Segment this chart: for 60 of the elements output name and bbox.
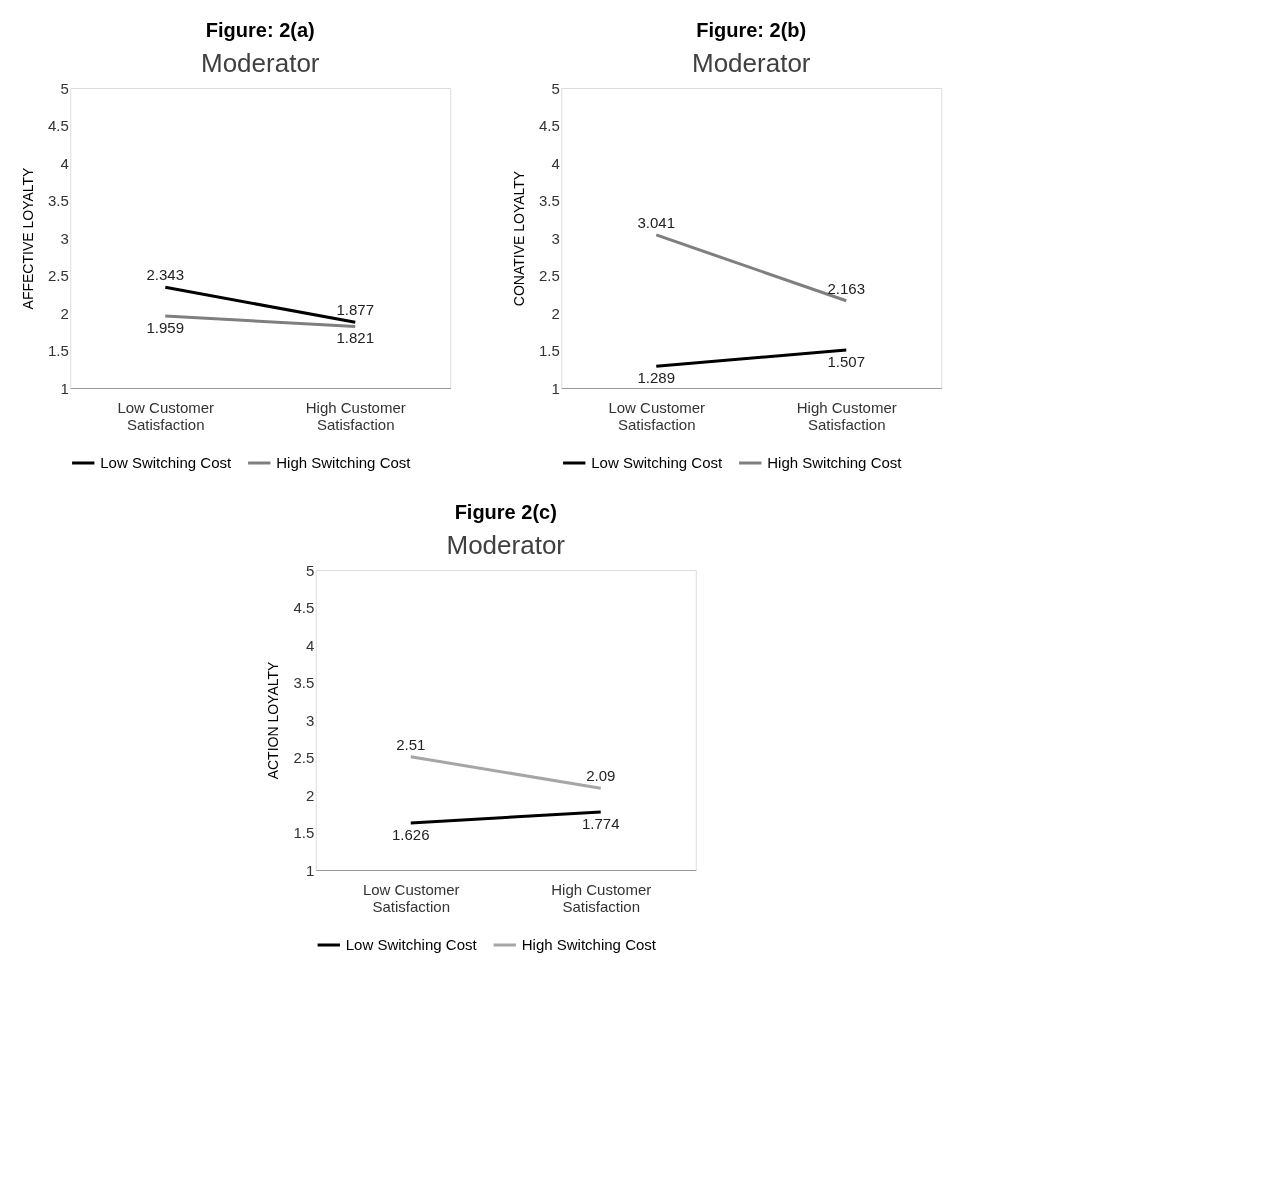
chart-title: Figure: 2(a) xyxy=(205,19,315,41)
y-tick-label: 2.5 xyxy=(538,267,560,284)
y-tick-label: 1.5 xyxy=(293,824,315,841)
data-label: 2.343 xyxy=(146,266,185,284)
y-tick-label: 3 xyxy=(305,711,315,729)
y-tick-label: 2 xyxy=(551,304,560,322)
y-tick-label: 1.5 xyxy=(47,342,69,359)
data-label: 1.774 xyxy=(581,814,620,832)
y-tick-label: 1 xyxy=(60,379,69,397)
chart-subtitle: Moderator xyxy=(446,530,566,560)
y-tick-label: 4 xyxy=(551,154,560,172)
x-tick-label: High Customer Satisfaction xyxy=(551,880,652,915)
x-tick-label: High Customer Satisfaction xyxy=(305,398,406,433)
y-tick-label: 1.5 xyxy=(538,342,560,359)
x-tick-label: High Customer Satisfaction xyxy=(796,398,897,433)
x-tick-label: Low Customer Satisfaction xyxy=(362,880,460,915)
y-tick-label: 5 xyxy=(305,561,315,579)
y-tick-label: 3 xyxy=(551,229,560,247)
y-tick-label: 1 xyxy=(551,379,560,397)
data-label: 2.163 xyxy=(827,279,866,297)
y-axis-title: AFFECTIVE LOYALTY xyxy=(19,166,36,310)
y-tick-label: 2.5 xyxy=(293,749,315,766)
legend-label: Low Switching Cost xyxy=(100,454,232,471)
y-tick-label: 4 xyxy=(305,636,315,654)
data-label: 1.289 xyxy=(637,369,676,387)
x-tick-label: Low Customer Satisfaction xyxy=(117,398,215,433)
data-label: 3.041 xyxy=(637,213,676,231)
data-label: 1.877 xyxy=(336,301,375,319)
y-tick-label: 5 xyxy=(60,79,69,97)
legend-label: Low Switching Cost xyxy=(591,454,723,471)
chart-title: Figure 2(c) xyxy=(454,501,557,523)
y-tick-label: 4.5 xyxy=(538,117,560,134)
y-tick-label: 3.5 xyxy=(47,192,69,209)
y-tick-label: 3.5 xyxy=(293,674,315,691)
legend-label: High Switching Cost xyxy=(521,936,657,953)
y-tick-label: 5 xyxy=(551,79,560,97)
x-tick-label: Low Customer Satisfaction xyxy=(608,398,706,433)
chart-subtitle: Moderator xyxy=(201,48,320,78)
y-tick-label: 1 xyxy=(305,861,315,879)
legend-label: Low Switching Cost xyxy=(345,936,478,953)
chart-title: Figure: 2(b) xyxy=(696,19,807,41)
y-tick-label: 2 xyxy=(305,786,315,804)
data-label: 1.626 xyxy=(391,826,430,844)
y-axis-title: CONATIVE LOYALTY xyxy=(510,170,527,307)
chart-subtitle: Moderator xyxy=(692,48,811,78)
y-axis-title: ACTION LOYALTY xyxy=(265,660,282,780)
y-tick-label: 3 xyxy=(60,229,69,247)
data-label: 2.51 xyxy=(396,735,426,753)
legend-label: High Switching Cost xyxy=(276,454,412,471)
y-tick-label: 4 xyxy=(60,154,69,172)
legend-label: High Switching Cost xyxy=(767,454,903,471)
y-tick-label: 3.5 xyxy=(538,192,560,209)
data-label: 2.09 xyxy=(586,767,616,785)
y-tick-label: 4.5 xyxy=(47,117,69,134)
data-label: 1.959 xyxy=(146,319,185,337)
y-tick-label: 2 xyxy=(60,304,69,322)
y-tick-label: 4.5 xyxy=(293,599,315,616)
data-label: 1.821 xyxy=(336,329,375,347)
data-label: 1.507 xyxy=(827,352,866,370)
y-tick-label: 2.5 xyxy=(47,267,69,284)
